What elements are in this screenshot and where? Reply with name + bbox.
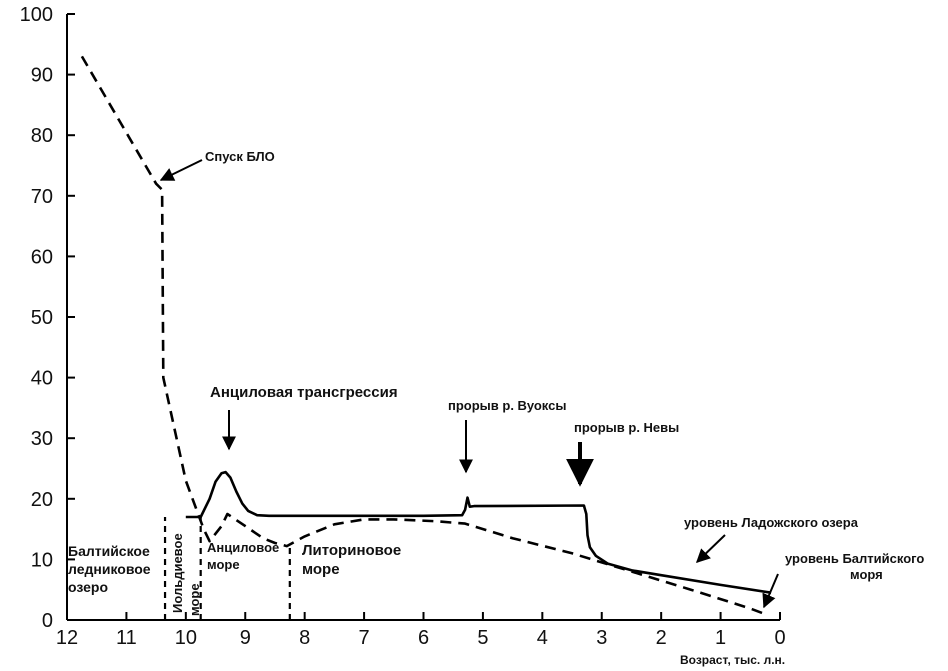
period-litorina-sea-line2: море [302,561,340,578]
y-tick-label: 20 [31,489,53,511]
period-litorina-sea-line1: Литориновое [302,542,401,559]
x-tick-label: 0 [774,627,785,649]
period-yoldia-sea-line2: море [187,583,202,616]
annotation-neva-breach: прорыв р. Невы [574,420,679,435]
x-tick-label: 3 [596,627,607,649]
annotation-baltic-level-line2: моря [850,567,883,582]
y-tick-label: 80 [31,125,53,147]
y-tick-label: 100 [20,4,53,26]
annotation-arrows [159,159,779,609]
x-tick-label: 6 [418,627,429,649]
x-tick-label: 4 [537,627,548,649]
ladoga-arrow [695,534,726,563]
period-baltic-ice-lake-line2: ледниковое [68,561,151,577]
x-tick-label: 7 [359,627,370,649]
x-tick-label: 10 [175,627,197,649]
ladoga-level-solid-line [185,470,772,594]
y-tick-label: 60 [31,246,53,268]
x-axis-label: Возраст, тыс. л.н. [680,653,785,667]
x-tick-label: 1 [715,627,726,649]
annotation-baltic-level-line1: уровень Балтийского [785,551,924,566]
annotation-ladoga-level: уровень Ладожского озера [684,515,859,530]
y-tick-label: 0 [42,610,53,632]
x-tick-label: 2 [656,627,667,649]
x-tick-label: 5 [477,627,488,649]
period-ancylus-lake-line2: море [207,557,240,572]
x-tick-label: 12 [56,627,78,649]
annotation-spusk-blo: Спуск БЛО [205,149,275,164]
y-tick-label: 10 [31,549,53,571]
y-tick-label: 90 [31,65,53,87]
x-tick-label: 8 [299,627,310,649]
y-tick-label: 70 [31,186,53,208]
annotation-vuoksa-breach: прорыв р. Вуоксы [448,398,566,413]
baltic-sea-level-dashed-line [80,55,769,617]
y-tick-label: 30 [31,428,53,450]
x-tick-label: 11 [116,627,137,649]
annotation-ancyl-transgression: Анциловая трансгрессия [210,384,398,401]
baltic-arrow [762,573,779,609]
period-yoldia-sea-line1: Иольдиевое [170,533,185,613]
y-tick-label: 40 [31,368,53,390]
y-tick-label: 50 [31,307,53,329]
period-baltic-ice-lake-line1: Балтийское [68,543,150,559]
period-baltic-ice-lake-line3: озеро [68,579,108,595]
series-lines [80,55,772,620]
spusk-arrow [159,159,203,181]
x-tick-label: 9 [240,627,251,649]
period-ancylus-lake-line1: Анциловое [207,540,279,555]
axes [66,13,781,621]
